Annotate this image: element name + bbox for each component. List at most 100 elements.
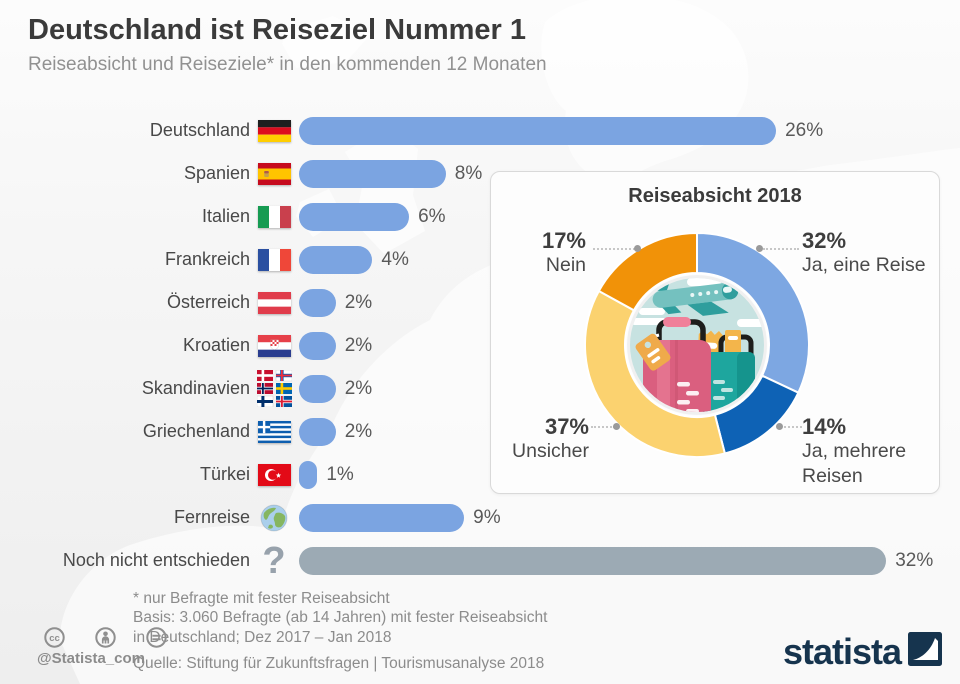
leader-line <box>593 248 635 250</box>
statista-twitter-handle: @Statista_com <box>37 650 145 667</box>
bar-row-skandinavien: Skandinavien 2% <box>0 367 960 410</box>
category-label: Spanien <box>183 163 250 183</box>
category-label: Noch nicht entschieden <box>62 550 250 570</box>
bar-row-deutschland: Deutschland 26% <box>0 109 960 152</box>
bar-row-t-rkei: Türkei 1% <box>0 453 960 496</box>
statista-logo-mark <box>908 632 942 666</box>
bar-griechenland <box>299 417 336 446</box>
flag-italy <box>256 205 292 228</box>
donut-segment-nein <box>597 232 698 312</box>
globe-icon <box>256 504 292 532</box>
bar-row-griechenland: Griechenland 2% <box>0 410 960 453</box>
question-mark-icon: ? <box>262 539 286 582</box>
bar-row-kroatien: Kroatien 2% <box>0 324 960 367</box>
destination-bar-chart: Deutschland 26% Spanien 8% Italien 6% Frankrei… <box>0 109 960 582</box>
bar-italien <box>299 202 410 231</box>
leader-line <box>784 426 802 428</box>
svg-text:cc: cc <box>49 633 60 644</box>
category-label: Skandinavien <box>141 378 250 398</box>
license-icons: cc <box>44 627 167 648</box>
donut-segment-ja-eine-reise <box>696 232 810 394</box>
flag-turkey <box>256 463 292 486</box>
donut-value: 17% <box>541 228 586 253</box>
bar-kroatien <box>299 331 336 360</box>
flag-spain <box>256 162 292 185</box>
cc-icon: cc <box>44 627 65 648</box>
bar-fernreise <box>299 503 465 532</box>
panel-title: Reiseabsicht 2018 <box>628 185 802 207</box>
page-subtitle: Reiseabsicht und Reiseziele* in den komm… <box>28 54 547 75</box>
category-label: Österreich <box>166 292 250 312</box>
luggage-tag <box>635 333 671 371</box>
donut-segment-name: Ja, mehrere Reisen <box>802 440 907 487</box>
donut-segment-name: Nein <box>545 254 586 276</box>
value-label: 8% <box>454 162 483 184</box>
category-label: Griechenland <box>142 421 250 441</box>
bar-sterreich <box>299 288 336 317</box>
bar-t-rkei <box>299 460 318 489</box>
statista-logo: statista <box>782 631 943 672</box>
flag-greece <box>256 420 292 443</box>
bar-row-spanien: Spanien 8% <box>0 152 960 195</box>
attribution-icon <box>95 627 116 648</box>
value-label: 2% <box>344 377 373 399</box>
flags-scandinavia <box>256 370 292 407</box>
donut-segment-name: Ja, eine Reise <box>802 254 926 276</box>
value-label: 2% <box>344 334 373 356</box>
footer-notes: * nur Befragte mit fester Reiseabsicht B… <box>133 589 733 673</box>
flag-france <box>256 248 292 271</box>
leader-dot <box>776 423 783 430</box>
value-label: 1% <box>326 463 354 485</box>
source-line: Quelle: Stiftung für Zukunftsfragen | To… <box>133 654 545 672</box>
leader-line <box>591 426 615 428</box>
bar-row-noch-nicht-entschieden: Noch nicht entschieden? 32% <box>0 539 960 582</box>
value-label: 2% <box>344 291 373 313</box>
donut-value: 14% <box>802 414 847 439</box>
category-label: Kroatien <box>182 335 250 355</box>
category-label: Fernreise <box>173 507 250 527</box>
bar-skandinavien <box>299 374 336 403</box>
value-label: 32% <box>895 549 934 571</box>
donut-label-unsicher: 37% Unsicher <box>512 414 589 464</box>
category-label: Italien <box>201 206 250 226</box>
leader-dot <box>756 245 763 252</box>
basis-line-1: Basis: 3.060 Befragte (ab 14 Jahren) mit… <box>133 609 548 627</box>
flag-austria <box>256 291 292 314</box>
bar-row-fernreise: Fernreise 9% <box>0 496 960 539</box>
donut-label-nein: 17% Nein <box>542 228 586 278</box>
donut-value: 32% <box>802 228 847 253</box>
bar-row-frankreich: Frankreich 4% <box>0 238 960 281</box>
donut-segment-unsicher <box>584 290 726 458</box>
flag-germany <box>256 119 292 142</box>
bar-frankreich <box>299 245 373 274</box>
category-label: Frankreich <box>164 249 250 269</box>
donut-label-ja-eine-reise: 32% Ja, eine Reise <box>802 228 926 278</box>
bar-row-sterreich: Österreich 2% <box>0 281 960 324</box>
no-derivatives-icon <box>146 627 167 648</box>
leader-dot <box>613 423 620 430</box>
category-label: Deutschland <box>149 120 250 140</box>
travel-intention-panel: Reiseabsicht 2018 <box>490 171 940 494</box>
category-label: Türkei <box>199 464 250 484</box>
donut-value: 37% <box>544 414 589 439</box>
travel-intention-donut-chart <box>584 232 810 458</box>
value-label: 9% <box>473 506 501 528</box>
value-label: 6% <box>418 205 446 227</box>
value-label: 2% <box>344 420 373 442</box>
bar-noch-nicht-entschieden <box>299 546 887 575</box>
bar-row-italien: Italien 6% <box>0 195 960 238</box>
donut-segment-name: Unsicher <box>512 440 589 462</box>
basis-line-2: in Deutschland; Dez 2017 – Jan 2018 <box>133 628 392 646</box>
leader-dot <box>634 245 641 252</box>
statista-logo-text: statista <box>782 631 902 672</box>
value-label: 4% <box>381 248 409 270</box>
donut-label-ja-mehrere-reisen: 14% Ja, mehrere Reisen <box>802 414 947 489</box>
flag-croatia <box>256 334 292 357</box>
leader-line <box>763 248 799 250</box>
bar-deutschland <box>299 116 777 145</box>
page-title: Deutschland ist Reiseziel Nummer 1 <box>28 14 526 46</box>
bar-spanien <box>299 159 446 188</box>
value-label: 26% <box>785 119 824 141</box>
footnote: * nur Befragte mit fester Reiseabsicht <box>133 590 390 607</box>
